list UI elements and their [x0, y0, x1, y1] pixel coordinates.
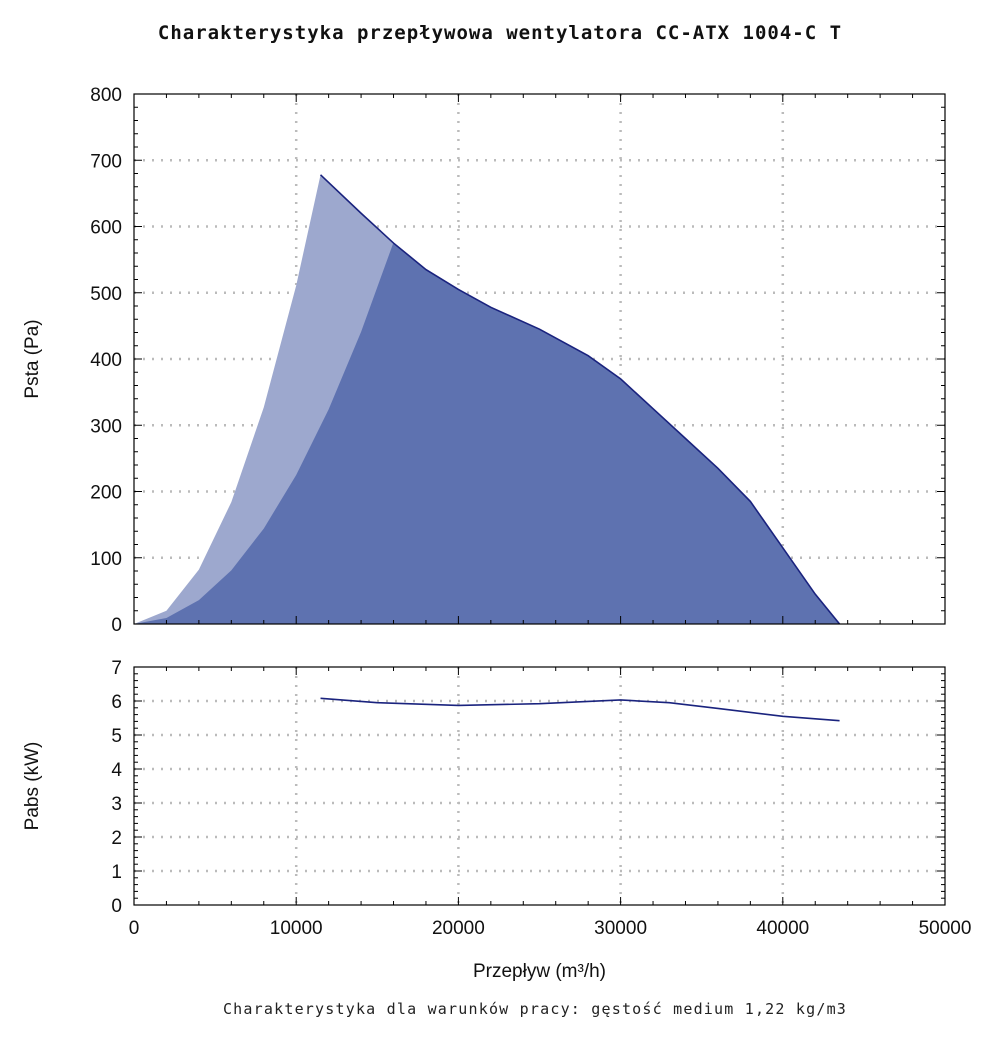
y-tick-label: 600	[90, 218, 122, 239]
y-tick-label: 3	[111, 794, 122, 815]
y-tick-label: 4	[111, 760, 122, 781]
x-tick-label: 0	[129, 918, 140, 939]
y-tick-label: 200	[90, 483, 122, 504]
y-tick-label: 400	[90, 350, 122, 371]
y-tick-label: 6	[111, 692, 122, 713]
y-tick-label: 700	[90, 151, 122, 172]
panel-0: 0 100 200 300 400 500 600 700 800 Psta (Pa)	[22, 85, 946, 636]
y-tick-label: 800	[90, 85, 122, 106]
y-tick-label: 1	[111, 862, 122, 883]
x-axis-label: Przepływ (m³/h)	[473, 961, 606, 982]
power-curve-line	[320, 697, 840, 722]
y-tick-label: 0	[111, 896, 122, 917]
y-tick-label: 0	[111, 615, 122, 636]
y-tick-label: 100	[90, 549, 122, 570]
y-tick-label: 500	[90, 284, 122, 305]
x-tick-label: 30000	[594, 918, 647, 939]
y-tick-label: 2	[111, 828, 122, 849]
x-tick-label: 20000	[432, 918, 485, 939]
x-tick-label: 50000	[919, 918, 972, 939]
x-tick-label: 40000	[756, 918, 809, 939]
fan-curve-line	[319, 174, 841, 625]
operating-area-dark	[134, 242, 840, 624]
panel-1: 0 1 2 3 4 5 6 7 0 10000 20000 30000 40000 50000 Przepł…	[22, 658, 971, 982]
y-tick-label: 5	[111, 726, 122, 747]
chart-footer: Charakterystyka dla warunków pracy: gęst…	[222, 1000, 848, 1018]
plot-frame	[133, 666, 946, 906]
y-tick-label: 7	[111, 658, 122, 679]
chart-title: Charakterystyka przepływowa wentylatora …	[157, 22, 843, 44]
y-tick-label: 300	[90, 416, 122, 437]
x-tick-label: 10000	[270, 918, 323, 939]
y-axis-label: Pabs (kW)	[22, 742, 43, 831]
y-axis-label: Psta (Pa)	[22, 319, 43, 398]
